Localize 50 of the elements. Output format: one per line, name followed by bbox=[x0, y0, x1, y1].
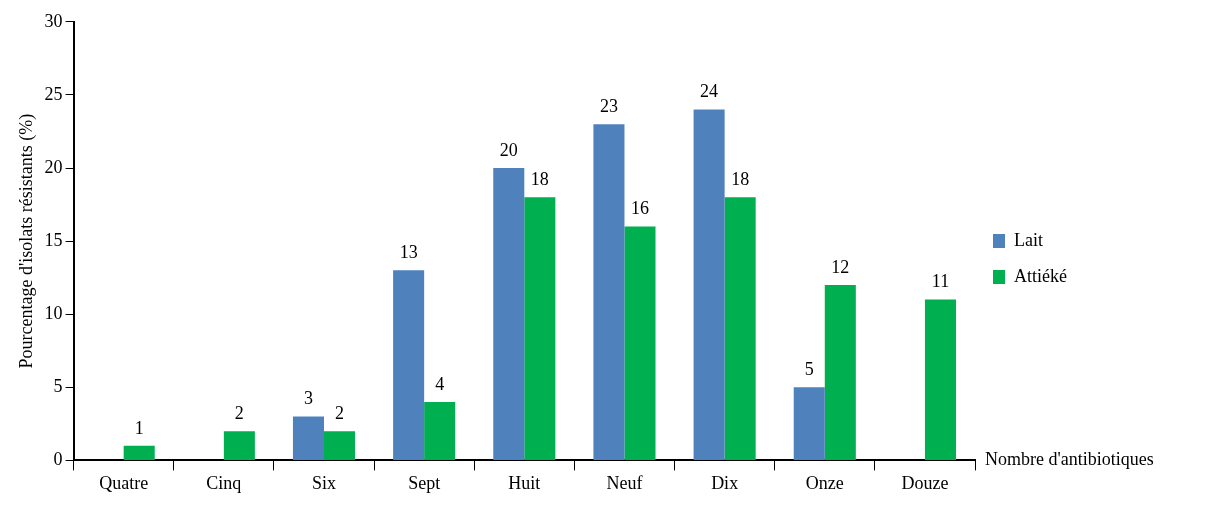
bar bbox=[793, 387, 825, 460]
data-label: 12 bbox=[831, 256, 850, 277]
data-label: 24 bbox=[700, 81, 719, 102]
x-tick-label: Dix bbox=[711, 472, 739, 493]
y-tick-label: 15 bbox=[44, 229, 63, 250]
x-tick-label: Sept bbox=[408, 472, 441, 493]
legend-label: Attiéké bbox=[1014, 265, 1068, 286]
data-label: 23 bbox=[599, 95, 618, 116]
x-tick-label: Huit bbox=[508, 472, 541, 493]
y-axis-title: Pourcentage d'isolats résistants (%) bbox=[15, 113, 37, 369]
data-label: 2 bbox=[234, 402, 244, 423]
bar bbox=[924, 299, 956, 460]
x-tick-label: Neuf bbox=[606, 472, 643, 493]
data-label: 2 bbox=[335, 402, 345, 423]
x-tick-label: Cinq bbox=[206, 472, 242, 493]
data-label: 4 bbox=[435, 373, 445, 394]
bar bbox=[524, 197, 556, 460]
y-tick-label: 5 bbox=[53, 376, 63, 397]
y-tick-label: 30 bbox=[44, 10, 63, 31]
x-tick-label: Onze bbox=[805, 472, 844, 493]
data-label: 18 bbox=[731, 168, 750, 189]
data-label: 18 bbox=[530, 168, 549, 189]
x-tick-label: Quatre bbox=[99, 472, 149, 493]
data-label: 13 bbox=[399, 242, 418, 263]
bar bbox=[223, 431, 255, 460]
bar bbox=[593, 124, 625, 460]
bar bbox=[824, 284, 856, 460]
data-label: 3 bbox=[303, 388, 313, 409]
y-tick-label: 10 bbox=[44, 302, 63, 323]
bar bbox=[424, 401, 456, 460]
bar bbox=[323, 431, 356, 460]
bar bbox=[693, 109, 725, 460]
bar bbox=[393, 270, 425, 460]
y-tick-label: 25 bbox=[44, 83, 63, 104]
bar bbox=[624, 226, 656, 460]
x-axis-title: Nombre d'antibiotiques bbox=[985, 449, 1154, 470]
data-label: 20 bbox=[499, 139, 518, 160]
data-label: 16 bbox=[630, 198, 649, 219]
bar bbox=[292, 416, 324, 460]
y-tick-label: 0 bbox=[53, 449, 63, 470]
bar bbox=[123, 445, 155, 460]
bar bbox=[724, 197, 756, 460]
bar bbox=[493, 168, 525, 460]
y-tick-label: 20 bbox=[44, 156, 63, 177]
x-tick-label: Douze bbox=[901, 472, 949, 493]
x-tick-label: Six bbox=[311, 472, 336, 493]
data-label: 1 bbox=[134, 417, 144, 438]
legend-label: Lait bbox=[1014, 229, 1044, 250]
data-label: 5 bbox=[804, 359, 814, 380]
data-label: 11 bbox=[931, 271, 950, 292]
